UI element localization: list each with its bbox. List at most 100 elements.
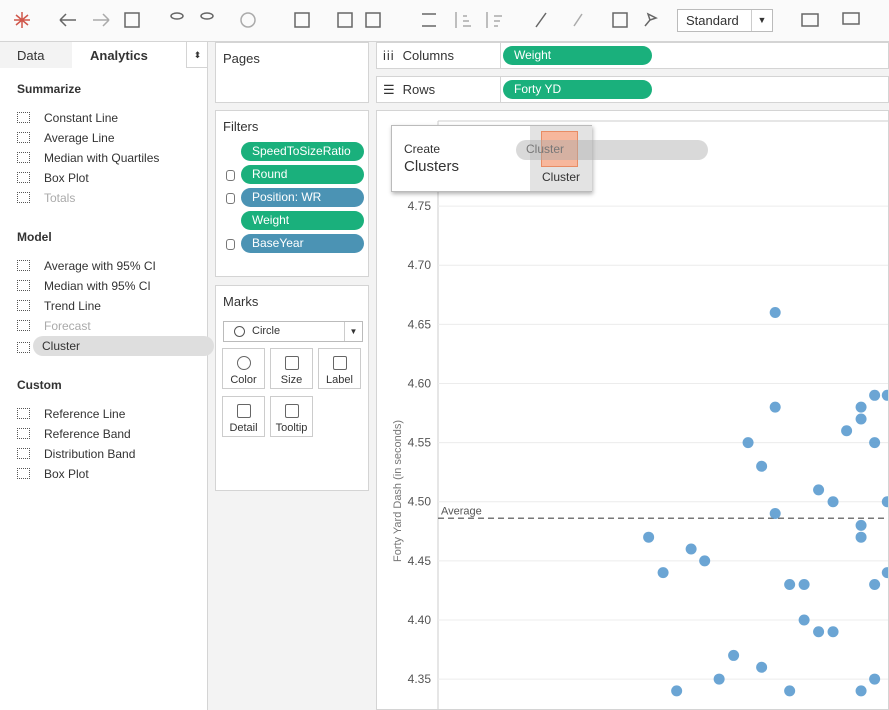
mark-button[interactable]: Label	[318, 348, 361, 389]
filter-pill[interactable]: SpeedToSizeRatio	[241, 142, 364, 161]
text-icon[interactable]	[612, 12, 628, 28]
mark-button[interactable]: Size	[270, 348, 313, 389]
filter-pill[interactable]: Weight	[241, 211, 364, 230]
analytics-item[interactable]: Trend Line	[17, 296, 101, 316]
item-label: Average with 95% CI	[44, 259, 156, 273]
row-pill[interactable]: Forty YD	[503, 80, 652, 99]
point	[784, 685, 796, 697]
sort-desc-icon[interactable]	[486, 12, 502, 28]
point	[756, 661, 768, 673]
filter-pill[interactable]: BaseYear	[241, 234, 364, 253]
refresh-icon[interactable]	[240, 12, 256, 28]
point	[827, 626, 839, 638]
mark-button[interactable]: Tooltip	[270, 396, 313, 437]
item-label: Median with Quartiles	[44, 151, 160, 165]
item-label: Reference Line	[44, 407, 126, 421]
filters-card: Filters SpeedToSizeRatio Round Position: W…	[215, 110, 369, 277]
undo-icon[interactable]	[59, 13, 76, 27]
fit-dropdown[interactable]: Standard ▼	[677, 9, 773, 32]
new-sheet-icon[interactable]	[294, 12, 310, 28]
circle-icon	[234, 326, 245, 337]
analytics-item[interactable]: Box Plot	[17, 464, 89, 484]
point	[855, 413, 867, 425]
point	[813, 484, 825, 496]
annotate-icon[interactable]	[573, 13, 583, 27]
point	[798, 578, 810, 590]
divider	[500, 77, 501, 103]
pin-icon[interactable]	[644, 12, 658, 27]
logo-icon[interactable]	[14, 12, 30, 28]
item-label: Box Plot	[44, 467, 89, 481]
mark-button-icon	[285, 404, 299, 418]
y-tick-label: 4.35	[408, 672, 432, 686]
item-icon	[17, 260, 30, 271]
analytics-item[interactable]: Average with 95% CI	[17, 256, 156, 276]
item-icon	[17, 320, 30, 331]
mark-button[interactable]: Detail	[222, 396, 265, 437]
point	[671, 685, 683, 697]
y-tick-label: 4.40	[408, 613, 432, 627]
presentation-icon[interactable]	[842, 12, 860, 25]
redo-icon[interactable]	[93, 13, 110, 27]
swap-icon[interactable]	[422, 13, 436, 27]
analytics-item[interactable]: Constant Line	[17, 108, 118, 128]
datasource-icon[interactable]	[170, 12, 184, 20]
item-icon	[17, 468, 30, 479]
mark-button-icon	[285, 356, 299, 370]
item-icon	[17, 192, 30, 203]
divider	[500, 43, 501, 69]
analytics-item[interactable]: Forecast	[17, 316, 91, 336]
analytics-item[interactable]: Totals	[17, 188, 75, 208]
view: 4.35 4.40 4.45 4.50 4.55 4.60 4.65 4.70 4.75 Fort…	[376, 110, 889, 710]
point	[855, 401, 867, 413]
item-label: Constant Line	[44, 111, 119, 125]
analytics-item[interactable]: Reference Line	[17, 404, 125, 424]
rows-label: Rows	[402, 82, 436, 97]
analytics-item[interactable]: Box Plot	[17, 168, 89, 188]
clear-icon[interactable]	[365, 12, 381, 28]
section-title: Summarize	[17, 82, 82, 96]
pause-icon[interactable]	[200, 12, 214, 20]
point	[685, 543, 697, 555]
point	[784, 578, 796, 590]
y-tick-label: 4.60	[408, 376, 432, 390]
panel-menu[interactable]: ⬍	[186, 42, 208, 68]
duplicate-icon[interactable]	[337, 12, 353, 28]
tab[interactable]: Data	[0, 42, 72, 68]
point	[769, 401, 781, 413]
shelf-label: iii Columns	[383, 48, 454, 63]
analytics-item[interactable]: Distribution Band	[17, 444, 135, 464]
mark-type-dropdown[interactable]: Circle ▼	[223, 321, 363, 342]
fit-mode: Standard	[686, 13, 739, 28]
dropdown-arrow: ▼	[344, 322, 362, 341]
point	[643, 531, 655, 543]
analytics-item[interactable]: Median with Quartiles	[17, 148, 159, 168]
y-axis-title: Forty Yard Dash (in seconds)	[392, 420, 404, 562]
mark-button-icon	[333, 356, 347, 370]
filter-pill[interactable]: Round	[241, 165, 364, 184]
filter-pill[interactable]: Position: WR	[241, 188, 364, 207]
item-icon	[17, 280, 30, 291]
item-label: Forecast	[44, 319, 91, 333]
column-pill[interactable]: Weight	[503, 46, 652, 65]
y-tick-label: 4.45	[408, 554, 432, 568]
mark-button-icon	[237, 356, 251, 370]
item-icon	[17, 448, 30, 459]
item-icon	[17, 408, 30, 419]
highlight-icon[interactable]	[535, 12, 547, 28]
sort-asc-icon[interactable]	[455, 12, 471, 28]
analytics-item[interactable]: Reference Band	[17, 424, 131, 444]
analytics-item[interactable]: Cluster	[33, 336, 214, 356]
dimension-icon	[226, 239, 235, 250]
popup-create: Create	[404, 142, 441, 156]
showme-icon[interactable]	[801, 13, 819, 27]
cluster-button[interactable]: Cluster	[530, 126, 592, 191]
mark-type: Circle	[252, 325, 281, 337]
analytics-item[interactable]: Average Line	[17, 128, 115, 148]
dimension-icon	[226, 193, 235, 204]
item-icon	[17, 172, 30, 183]
save-icon[interactable]	[124, 12, 140, 28]
tab[interactable]: Analytics	[72, 42, 186, 68]
analytics-item[interactable]: Median with 95% CI	[17, 276, 151, 296]
section-title: Custom	[17, 378, 62, 392]
